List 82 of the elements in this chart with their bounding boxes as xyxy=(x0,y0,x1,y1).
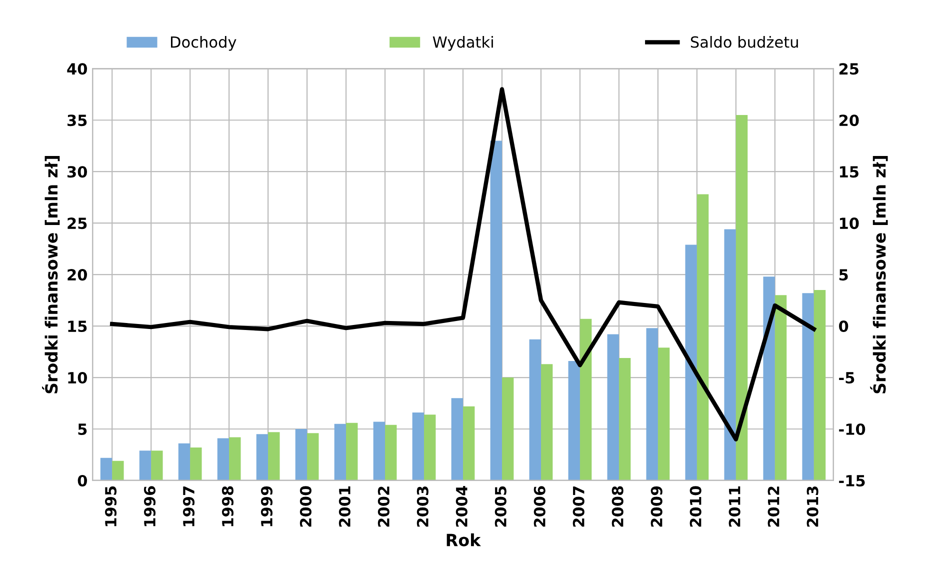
y-tick-label: 5 xyxy=(78,424,87,436)
y2-tick-label: 0 xyxy=(838,320,848,332)
bar xyxy=(607,334,619,480)
bar xyxy=(385,424,397,480)
y-tick-label: 0 xyxy=(78,474,88,486)
x-tick-label: 2004 xyxy=(456,486,468,527)
x-tick-label: 2002 xyxy=(378,486,390,527)
legend-label: Wydatki xyxy=(432,36,493,51)
y-tick-label: 25 xyxy=(68,218,87,230)
y2-tick-label: -5 xyxy=(839,372,854,384)
x-tick-label: 2012 xyxy=(768,486,780,527)
bar xyxy=(529,339,541,480)
bar xyxy=(190,448,202,480)
bar xyxy=(100,458,112,480)
y2-tick-label: 15 xyxy=(840,166,858,178)
bar xyxy=(502,378,514,480)
y2-tick-label: -15 xyxy=(839,475,865,486)
line-series xyxy=(110,87,816,442)
y-tick-label: 15 xyxy=(68,320,87,332)
y-tick-label: 20 xyxy=(68,269,88,281)
y-axis-title: Środki finansowe [mln zł] xyxy=(42,156,60,394)
bar xyxy=(685,244,697,480)
bar xyxy=(451,398,463,480)
x-tick-label: 2007 xyxy=(572,486,584,527)
x-tick-label: 2013 xyxy=(806,486,818,527)
bar xyxy=(424,414,436,480)
bar xyxy=(724,229,736,480)
bar xyxy=(774,295,787,480)
x-tick-label: 2005 xyxy=(494,486,506,527)
x-tick-label: 1995 xyxy=(104,486,117,526)
y2-tick-label: 5 xyxy=(839,269,848,281)
bar xyxy=(646,328,658,480)
bar xyxy=(334,424,346,480)
x-tick-label: 1997 xyxy=(182,486,195,526)
bar xyxy=(568,361,580,480)
x-tick-label: 1999 xyxy=(260,486,272,526)
bar xyxy=(580,318,592,480)
legend-label: Saldo budżetu xyxy=(690,36,798,48)
x-tick-label: 1996 xyxy=(144,486,156,526)
bar xyxy=(736,114,748,480)
x-tick-label: 2003 xyxy=(416,486,428,527)
x-tick-label: 2011 xyxy=(728,486,740,527)
y2-tick-label: 10 xyxy=(840,218,859,230)
x-axis-title: Rok xyxy=(446,533,481,546)
y2-tick-label: -10 xyxy=(839,423,866,436)
y-tick-label: 40 xyxy=(67,63,88,75)
y-tick-label: 35 xyxy=(68,114,87,126)
y-tick-label: 30 xyxy=(68,166,88,178)
bar xyxy=(618,358,631,480)
bar xyxy=(346,422,358,480)
bar xyxy=(139,450,152,480)
bar xyxy=(802,293,814,480)
bar xyxy=(696,194,709,480)
bar xyxy=(463,406,475,480)
x-tick-label: 2010 xyxy=(690,486,702,527)
bar xyxy=(295,429,308,480)
x-tick-label: 2000 xyxy=(300,486,312,527)
bar xyxy=(256,434,268,480)
x-tick-label: 2008 xyxy=(612,486,624,527)
y2-axis-title: Środki finansowe [mln zł] xyxy=(870,156,888,394)
x-tick-label: 1998 xyxy=(222,486,234,526)
bar xyxy=(307,433,319,480)
bar xyxy=(763,276,775,480)
bar xyxy=(658,348,670,480)
bar xyxy=(373,422,386,480)
y2-tick-label: 20 xyxy=(839,114,859,126)
bar xyxy=(217,438,230,480)
bar xyxy=(412,412,424,480)
x-tick-label: 2006 xyxy=(534,486,546,527)
bar xyxy=(178,443,190,480)
legend-label: Dochody xyxy=(170,36,236,51)
bar xyxy=(268,432,280,480)
y2-tick-label: 25 xyxy=(839,63,858,75)
x-tick-label: 2001 xyxy=(338,486,350,527)
bar xyxy=(229,437,241,480)
bar xyxy=(490,140,502,480)
y-tick-label: 10 xyxy=(68,372,88,384)
bar xyxy=(151,450,163,480)
bar xyxy=(814,290,826,480)
bar xyxy=(112,460,124,480)
bar xyxy=(540,364,553,480)
x-tick-label: 2009 xyxy=(650,486,662,527)
